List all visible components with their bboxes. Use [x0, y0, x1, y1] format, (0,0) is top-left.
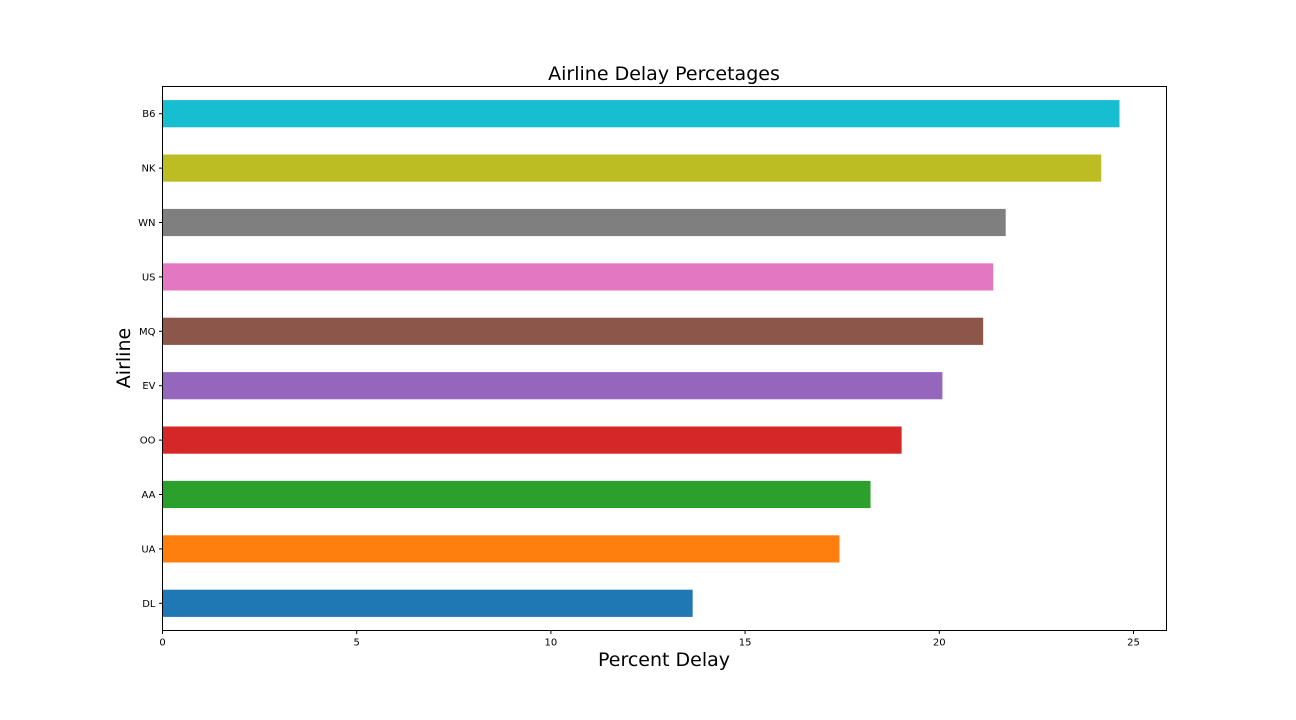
- bar-b6: [162, 100, 1120, 128]
- x-axis-label: Percent Delay: [598, 649, 730, 671]
- y-tick-label: DL: [142, 599, 156, 610]
- bar-oo: [162, 426, 902, 454]
- bar-nk: [162, 154, 1102, 182]
- x-tick-label: 25: [1127, 638, 1140, 649]
- bar-ua: [162, 535, 840, 563]
- x-tick-label: 15: [739, 638, 752, 649]
- chart-title: Airline Delay Percetages: [548, 63, 780, 85]
- x-tick-label: 0: [159, 638, 165, 649]
- x-tick-label: 5: [354, 638, 360, 649]
- y-axis-ticks: DL UA AA OO EV MQ US WN NK B6: [138, 109, 163, 610]
- y-tick-label: OO: [140, 436, 156, 447]
- y-tick-label: MQ: [139, 327, 156, 338]
- y-tick-label: B6: [142, 109, 155, 120]
- y-axis-label: Airline: [113, 328, 135, 388]
- bar-mq: [162, 317, 984, 345]
- bar-dl: [162, 589, 693, 617]
- y-tick-label: NK: [141, 164, 155, 175]
- y-tick-label: EV: [142, 381, 155, 392]
- bar-us: [162, 263, 994, 291]
- bar-ev: [162, 372, 943, 400]
- y-tick-label: UA: [141, 544, 155, 555]
- plot-area-frame: [162, 86, 1167, 631]
- y-tick-label: AA: [142, 490, 156, 501]
- y-tick-label: US: [142, 272, 156, 283]
- x-axis-ticks: 0 5 10 15 20 25: [159, 630, 1140, 649]
- bar-aa: [162, 480, 871, 509]
- x-tick-label: 10: [545, 638, 558, 649]
- x-tick-label: 20: [933, 638, 946, 649]
- bar-wn: [162, 208, 1006, 237]
- bar-group: [162, 100, 1120, 617]
- y-tick-label: WN: [138, 218, 155, 229]
